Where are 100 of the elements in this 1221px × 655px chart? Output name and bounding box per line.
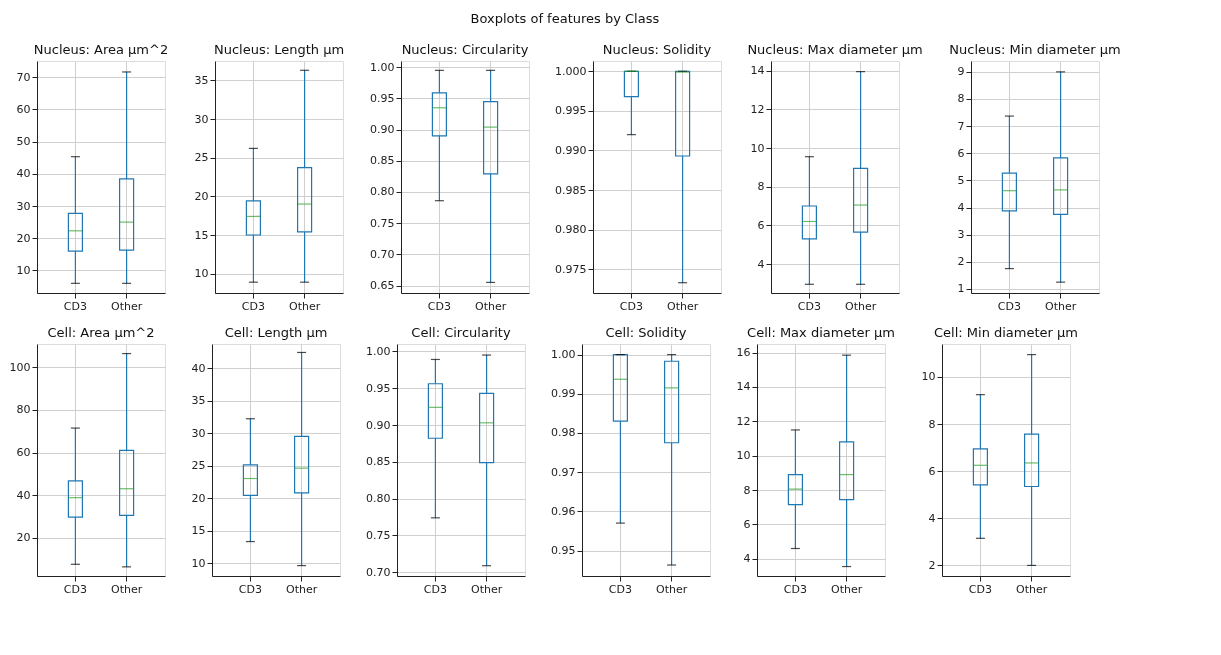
y-tick-label: 20 xyxy=(194,189,209,203)
y-tick-label: 14 xyxy=(750,64,765,78)
y-tick-label: 40 xyxy=(191,361,206,375)
y-tick-label: 1.00 xyxy=(366,344,391,358)
x-tick-label: Other xyxy=(288,299,321,313)
y-tick-label: 10 xyxy=(750,141,765,155)
y-tick-label: 0.90 xyxy=(366,418,391,432)
y-tick-label: 0.95 xyxy=(366,381,391,395)
chart-title: Cell: Area µm^2 xyxy=(47,325,155,340)
y-tick-label: 100 xyxy=(9,360,31,374)
x-tick-label: CD3 xyxy=(797,299,821,313)
y-tick-label: 0.65 xyxy=(370,279,395,293)
chart-title: Nucleus: Solidity xyxy=(602,42,712,57)
x-tick-label: CD3 xyxy=(427,299,451,313)
y-tick-label: 20 xyxy=(16,231,31,245)
y-tick-label: 4 xyxy=(928,511,936,525)
y-tick-label: 10 xyxy=(736,449,751,463)
x-tick-label: Other xyxy=(110,299,143,313)
chart-title: Nucleus: Length µm xyxy=(213,42,345,57)
y-tick-label: 6 xyxy=(757,218,765,232)
y-tick-label: 6 xyxy=(928,464,936,478)
y-tick-label: 0.95 xyxy=(370,91,395,105)
y-tick-label: 8 xyxy=(743,483,751,497)
y-tick-label: 25 xyxy=(191,459,206,473)
y-tick-label: 70 xyxy=(16,70,31,84)
y-tick-label: 0.990 xyxy=(555,143,587,157)
x-tick-label: CD3 xyxy=(783,582,807,596)
y-tick-label: 0.975 xyxy=(555,262,587,276)
y-tick-label: 0.85 xyxy=(370,154,395,168)
y-tick-label: 2 xyxy=(928,558,936,572)
y-tick-label: 0.985 xyxy=(555,183,587,197)
y-tick-label: 0.98 xyxy=(551,426,576,440)
x-tick-label: Other xyxy=(470,582,503,596)
y-tick-label: 15 xyxy=(191,524,206,538)
y-tick-label: 4 xyxy=(743,552,751,566)
y-tick-label: 0.995 xyxy=(555,104,587,118)
chart-title: Cell: Min diameter µm xyxy=(933,325,1079,340)
y-tick-label: 0.980 xyxy=(555,223,587,237)
x-tick-label: CD3 xyxy=(619,299,643,313)
y-tick-label: 7 xyxy=(957,119,965,133)
chart-title: Cell: Max diameter µm xyxy=(747,325,895,340)
y-tick-label: 9 xyxy=(957,65,965,79)
chart-title: Nucleus: Min diameter µm xyxy=(949,42,1121,57)
y-tick-label: 4 xyxy=(957,201,965,215)
y-tick-label: 8 xyxy=(928,417,936,431)
y-tick-label: 10 xyxy=(191,556,206,570)
y-tick-label: 1.00 xyxy=(551,348,576,362)
y-tick-label: 0.80 xyxy=(370,185,395,199)
y-tick-label: 20 xyxy=(191,491,206,505)
y-tick-label: 1 xyxy=(957,282,965,296)
y-tick-label: 10 xyxy=(921,370,936,384)
y-tick-label: 25 xyxy=(194,151,209,165)
y-tick-label: 1.00 xyxy=(370,60,395,74)
x-tick-label: CD3 xyxy=(968,582,992,596)
x-tick-label: Other xyxy=(1044,299,1077,313)
y-tick-label: 80 xyxy=(16,403,31,417)
x-tick-label: Other xyxy=(285,582,318,596)
y-tick-label: 0.70 xyxy=(366,565,391,579)
x-tick-label: Other xyxy=(474,299,507,313)
chart-title: Nucleus: Circularity xyxy=(401,42,529,57)
chart-title: Cell: Solidity xyxy=(605,325,687,340)
y-tick-label: 10 xyxy=(194,267,209,281)
y-tick-label: 3 xyxy=(957,228,965,242)
y-tick-label: 15 xyxy=(194,228,209,242)
chart-title: Nucleus: Max diameter µm xyxy=(747,42,923,57)
y-tick-label: 0.70 xyxy=(370,247,395,261)
x-tick-label: Other xyxy=(666,299,699,313)
y-tick-label: 14 xyxy=(736,380,751,394)
x-tick-label: CD3 xyxy=(238,582,262,596)
x-tick-label: Other xyxy=(1015,582,1048,596)
y-tick-label: 40 xyxy=(16,167,31,181)
text: Boxplots of features by Class xyxy=(470,10,660,26)
y-tick-label: 0.75 xyxy=(370,216,395,230)
y-tick-label: 30 xyxy=(194,112,209,126)
chart-title: Cell: Length µm xyxy=(224,325,328,340)
chart-title: Cell: Circularity xyxy=(411,325,511,340)
y-tick-label: 0.75 xyxy=(366,528,391,542)
y-tick-label: 0.99 xyxy=(551,387,576,401)
y-tick-label: 0.90 xyxy=(370,123,395,137)
y-tick-label: 6 xyxy=(743,517,751,531)
y-tick-label: 12 xyxy=(750,102,765,116)
x-tick-label: CD3 xyxy=(63,299,87,313)
x-tick-label: CD3 xyxy=(423,582,447,596)
chart-title: Nucleus: Area µm^2 xyxy=(33,42,169,57)
y-tick-label: 50 xyxy=(16,135,31,149)
y-tick-label: 2 xyxy=(957,255,965,269)
x-tick-label: CD3 xyxy=(608,582,632,596)
x-tick-label: CD3 xyxy=(63,582,87,596)
y-tick-label: 60 xyxy=(16,102,31,116)
y-tick-label: 0.95 xyxy=(551,544,576,558)
y-tick-label: 30 xyxy=(191,426,206,440)
x-tick-label: Other xyxy=(830,582,863,596)
x-tick-label: Other xyxy=(844,299,877,313)
x-tick-label: Other xyxy=(655,582,688,596)
x-tick-label: CD3 xyxy=(241,299,265,313)
y-tick-label: 6 xyxy=(957,146,965,160)
y-tick-label: 60 xyxy=(16,446,31,460)
y-tick-label: 35 xyxy=(194,73,209,87)
y-tick-label: 0.80 xyxy=(366,492,391,506)
y-tick-label: 30 xyxy=(16,199,31,213)
